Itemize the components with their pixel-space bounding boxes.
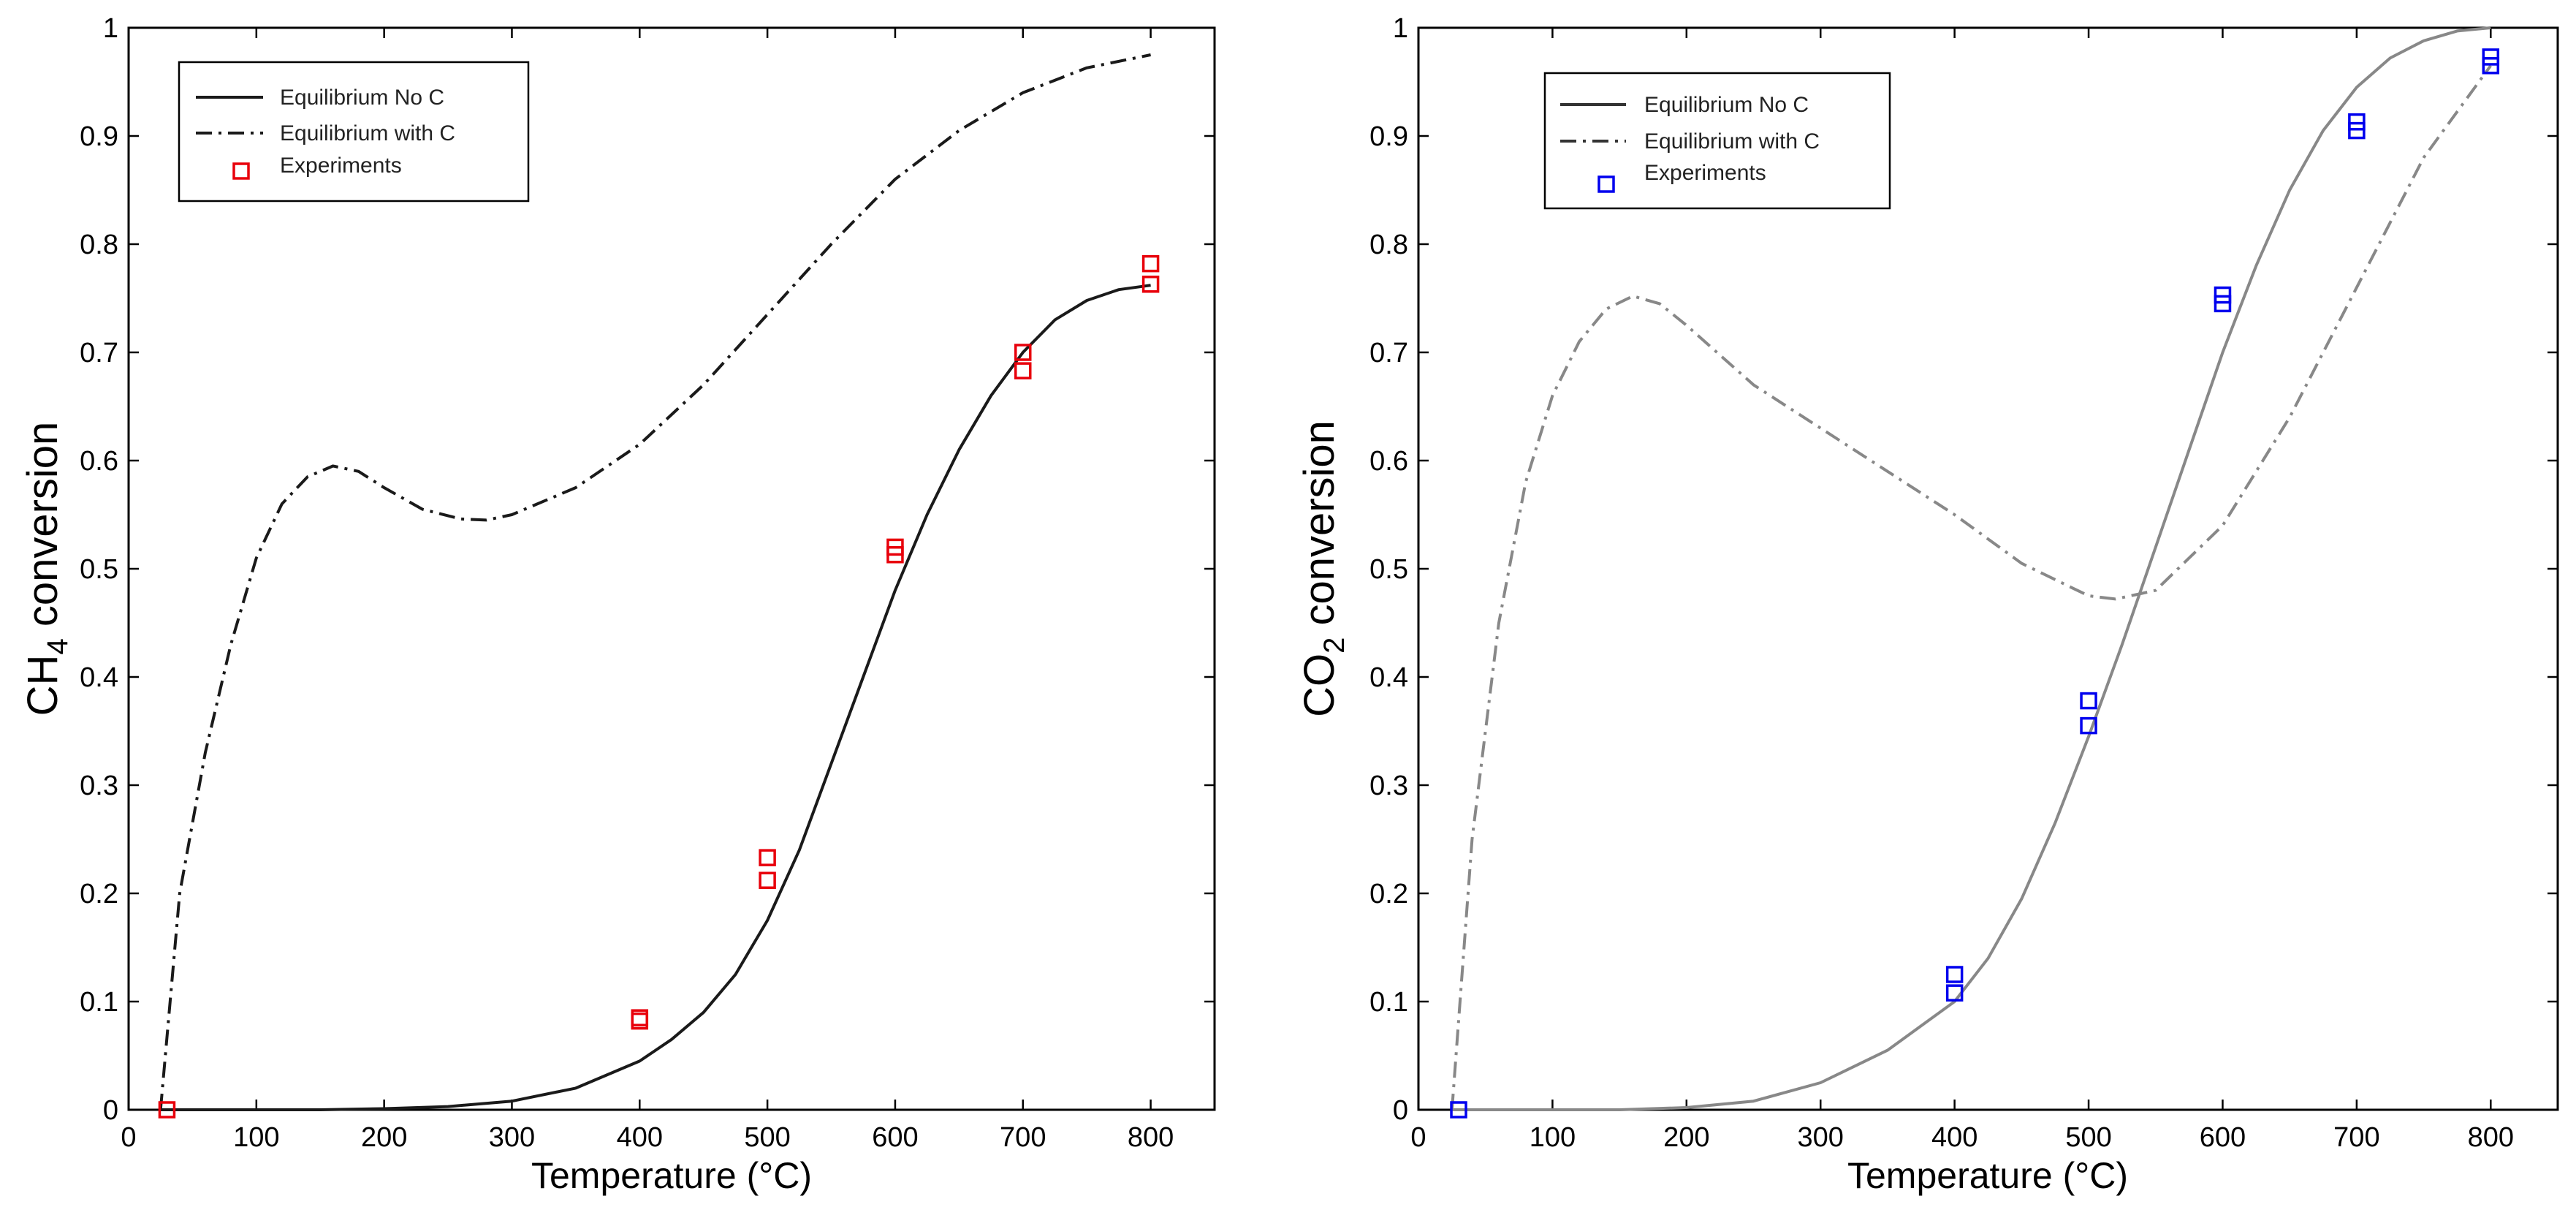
x-tick-label: 100	[233, 1122, 279, 1153]
legend-label-no-c: Equilibrium No C	[280, 86, 444, 110]
y-tick-label: 0.5	[80, 554, 118, 585]
y-axis-title-main: CO	[1296, 654, 1343, 717]
y-axis-title-rest: conversion	[1296, 420, 1343, 637]
y-axis-title: CO2 conversion	[1296, 420, 1350, 717]
experiment-marker	[1141, 276, 1160, 293]
x-axis-title: Temperature (°C)	[531, 1155, 812, 1196]
ch4-conversion-chart: 0 100 200 300 400 500 600 700 800 00.10.20.30.40…	[19, 13, 1216, 1196]
x-tick-label: 500	[2065, 1122, 2111, 1153]
y-tick-label: 0.2	[80, 879, 118, 909]
legend: Equilibrium No C Equilibrium with C Expe…	[1543, 72, 1891, 210]
x-axis-ticks: 0 100 200 300 400 500 600 700 800	[1410, 28, 2514, 1153]
y-tick-label: 0.1	[80, 987, 118, 1018]
y-tick-label: 1	[103, 13, 118, 44]
y-tick-label: 0.8	[80, 230, 118, 260]
y-tick-label: 0.8	[1369, 230, 1408, 260]
experiment-marker	[2080, 716, 2097, 735]
x-tick-label: 300	[1798, 1122, 1844, 1153]
plot-frame	[127, 26, 1216, 1111]
legend-label-experiments: Experiments	[280, 154, 402, 178]
experiment-marker	[2080, 692, 2097, 710]
y-tick-label: 0.6	[80, 446, 118, 477]
y-tick-label: 0.9	[80, 121, 118, 152]
legend-label-experiments: Experiments	[1644, 161, 1766, 185]
y-axis-title-rest: conversion	[19, 422, 67, 639]
experiment-marker	[2214, 286, 2232, 304]
x-tick-label: 400	[617, 1122, 663, 1153]
experiment-marker	[2348, 121, 2366, 140]
y-tick-label: 0.3	[1369, 771, 1408, 801]
x-tick-label: 100	[1530, 1122, 1576, 1153]
experiment-marker	[1141, 254, 1160, 273]
y-axis-title-subscript: 4	[42, 638, 74, 654]
legend-label-with-c: Equilibrium with C	[280, 121, 455, 145]
x-tick-label: 200	[1663, 1122, 1709, 1153]
x-tick-label: 600	[872, 1122, 918, 1153]
y-tick-label: 0.5	[1369, 554, 1408, 585]
y-tick-label: 0.9	[1369, 121, 1408, 152]
y-axis-title-main: CH	[19, 655, 67, 716]
y-axis-title-subscript: 2	[1318, 637, 1350, 654]
x-axis-title: Temperature (°C)	[1847, 1155, 2128, 1196]
x-axis-ticks: 0 100 200 300 400 500 600 700 800	[121, 28, 1174, 1153]
legend: Equilibrium No C Equilibrium with C Expe…	[178, 61, 530, 203]
equilibrium-with-c-line	[159, 53, 1151, 1110]
x-tick-label: 0	[121, 1122, 136, 1153]
series-group	[1450, 26, 2500, 1119]
y-tick-label: 0.4	[1369, 662, 1408, 693]
x-tick-label: 500	[744, 1122, 790, 1153]
x-tick-label: 700	[1000, 1122, 1046, 1153]
series-group	[158, 53, 1160, 1119]
equilibrium-no-c-line	[1451, 26, 2491, 1111]
legend-swatch-marker	[232, 162, 250, 180]
x-tick-label: 800	[2468, 1122, 2514, 1153]
experiment-marker	[2348, 113, 2366, 131]
legend-label-with-c: Equilibrium with C	[1644, 129, 1820, 154]
experiment-marker	[1945, 966, 1964, 983]
y-tick-label: 0.7	[80, 338, 118, 368]
y-tick-label: 0.3	[80, 771, 118, 801]
experiment-marker	[1014, 362, 1032, 379]
y-tick-label: 0.7	[1369, 338, 1408, 368]
x-tick-label: 700	[2333, 1122, 2379, 1153]
y-axis-ticks: 0 0.1 0.2 0.3 0.4 0.5 0.6 0.7 0.8 0.9 1	[80, 13, 1215, 1126]
experiment-marker	[759, 871, 776, 889]
y-tick-label: 0	[103, 1095, 118, 1126]
y-axis-ticks: 0 0.1 0.2 0.3 0.4 0.5 0.6 0.7 0.8 0.9 1	[1369, 13, 2558, 1126]
experiment-marker	[2214, 295, 2232, 313]
y-tick-label: 0.4	[80, 662, 118, 693]
experiment-marker	[2482, 48, 2500, 66]
x-tick-label: 600	[2200, 1122, 2246, 1153]
y-tick-label: 0.6	[1369, 446, 1408, 477]
x-tick-label: 400	[1931, 1122, 1977, 1153]
experiment-marker	[631, 1009, 649, 1026]
experiment-marker	[759, 849, 776, 866]
y-tick-label: 0	[1393, 1095, 1408, 1126]
x-tick-label: 300	[489, 1122, 535, 1153]
experiment-marker	[886, 538, 904, 556]
legend-label-no-c: Equilibrium No C	[1644, 93, 1809, 117]
experiment-marker	[1945, 984, 1964, 1002]
equilibrium-no-c-line	[160, 284, 1151, 1111]
legend-swatch-marker	[1597, 175, 1615, 193]
experiment-marker	[1450, 1101, 1467, 1119]
y-tick-label: 0.1	[1369, 987, 1408, 1018]
y-tick-label: 0.2	[1369, 879, 1408, 909]
y-axis-title: CH4 conversion	[19, 422, 74, 716]
x-tick-label: 200	[361, 1122, 407, 1153]
x-tick-label: 0	[1410, 1122, 1426, 1153]
y-tick-label: 1	[1393, 13, 1408, 44]
experiment-marker	[1014, 344, 1032, 361]
experiment-marker	[158, 1101, 176, 1119]
experiment-marker	[2482, 57, 2500, 75]
co2-conversion-chart: 0 100 200 300 400 500 600 700 800 00.10.20.30.40…	[1296, 13, 2559, 1196]
x-tick-label: 800	[1128, 1122, 1174, 1153]
